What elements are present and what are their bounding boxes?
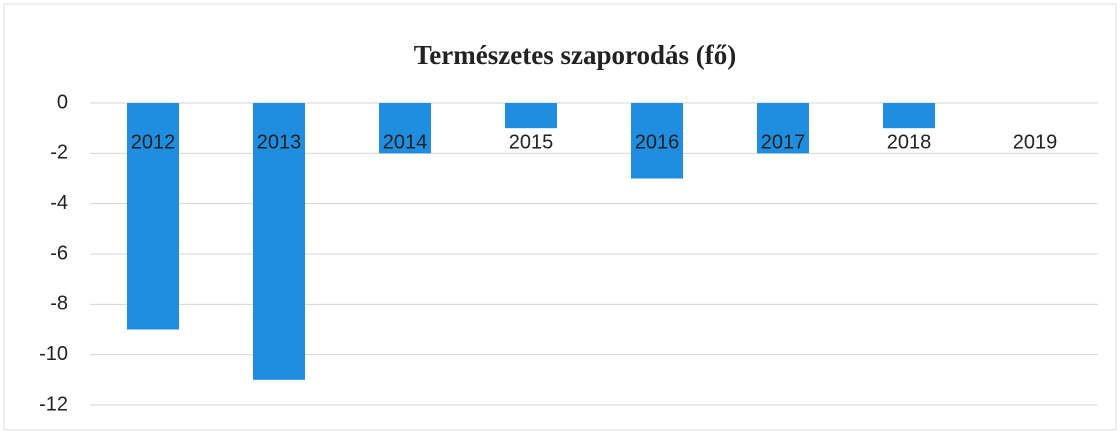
y-tick-label: -8 <box>50 293 68 315</box>
y-tick-label: -12 <box>39 393 68 415</box>
bar <box>631 103 683 179</box>
x-tick-label: 2014 <box>383 131 428 153</box>
bar <box>127 103 179 330</box>
y-tick-label: -10 <box>39 343 68 365</box>
y-tick-label: 0 <box>57 91 68 113</box>
chart-frame <box>3 3 1117 431</box>
chart-title: Természetes szaporodás (fő) <box>414 40 736 70</box>
bar <box>757 103 809 154</box>
bar <box>253 103 305 380</box>
x-tick-label: 2012 <box>131 131 176 153</box>
x-tick-label: 2013 <box>257 131 302 153</box>
bar <box>379 103 431 154</box>
x-tick-label: 2016 <box>635 131 680 153</box>
y-tick-label: -4 <box>50 192 68 214</box>
bar <box>505 103 557 129</box>
x-tick-label: 2015 <box>509 131 554 153</box>
x-tick-label: 2019 <box>1013 131 1058 153</box>
bar <box>883 103 935 129</box>
y-tick-label: -6 <box>50 242 68 264</box>
x-tick-label: 2018 <box>887 131 932 153</box>
x-tick-label: 2017 <box>761 131 806 153</box>
y-tick-label: -2 <box>50 142 68 164</box>
